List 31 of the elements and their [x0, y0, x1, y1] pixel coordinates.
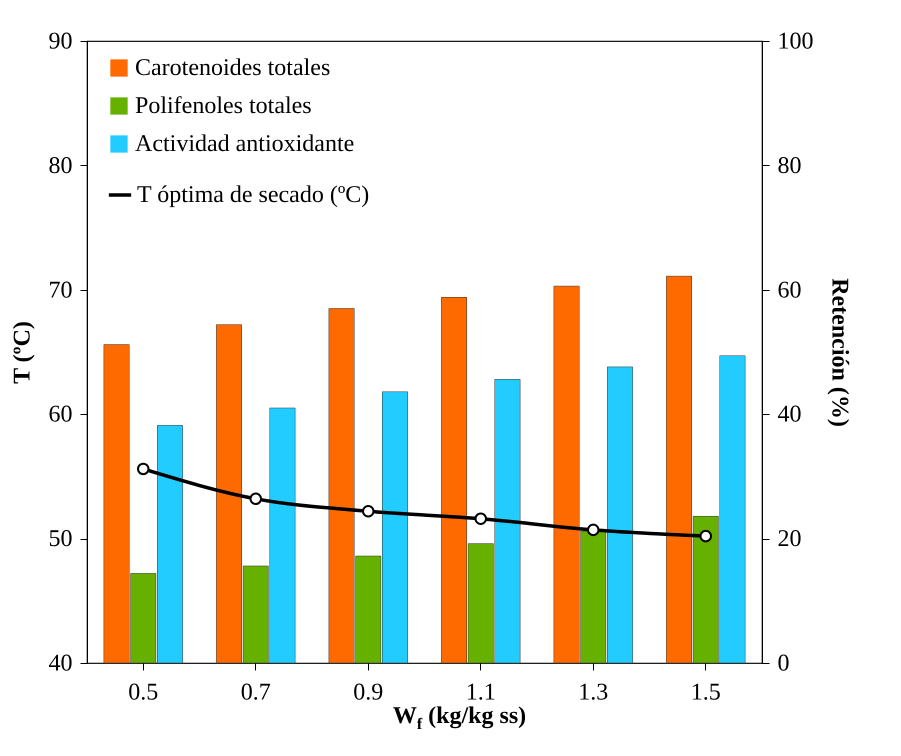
x-tick-label: 1.1 — [466, 680, 496, 706]
y2-tick-label: 20 — [778, 526, 802, 552]
y-tick-label: 70 — [48, 277, 72, 304]
point — [587, 524, 600, 536]
point — [137, 462, 150, 476]
point — [474, 512, 487, 525]
x-axis-title: W$_{f}$ (kg/kg ss) — [392, 703, 526, 733]
legend-label: Polifenoles totales — [135, 93, 312, 119]
y-tick-label: 90 — [48, 28, 72, 54]
legend-label: Actividad antioxidante — [135, 131, 354, 157]
x-tick-label: 0.9 — [353, 680, 384, 706]
y2-tick-label: 100 — [778, 28, 814, 54]
point — [700, 530, 712, 542]
x-tick-label: 1.5 — [690, 680, 721, 706]
x-tick-label: 0.7 — [240, 680, 271, 706]
point — [362, 505, 374, 518]
y2-tick-label: 60 — [778, 277, 802, 304]
y-tick-label: 80 — [48, 152, 72, 179]
y2-tick-label: 40 — [778, 402, 802, 428]
y-tick-label: 40 — [48, 650, 72, 676]
legend-label: Carotenoides totales — [135, 55, 330, 81]
x-tick-label: 0.5 — [128, 680, 158, 706]
point — [250, 492, 262, 506]
y2-tick-label: 80 — [778, 152, 802, 179]
y2-tick-label: 0 — [778, 650, 790, 676]
y-axis-title: T (ºC) — [10, 321, 36, 384]
y2-axis-title: Retención (%) — [826, 278, 852, 427]
y-tick-label: 60 — [48, 402, 72, 428]
x-tick-label: 1.3 — [578, 680, 608, 706]
y-tick-label: 50 — [48, 526, 72, 552]
legend-label: T óptima de secado (ºC) — [137, 182, 370, 208]
